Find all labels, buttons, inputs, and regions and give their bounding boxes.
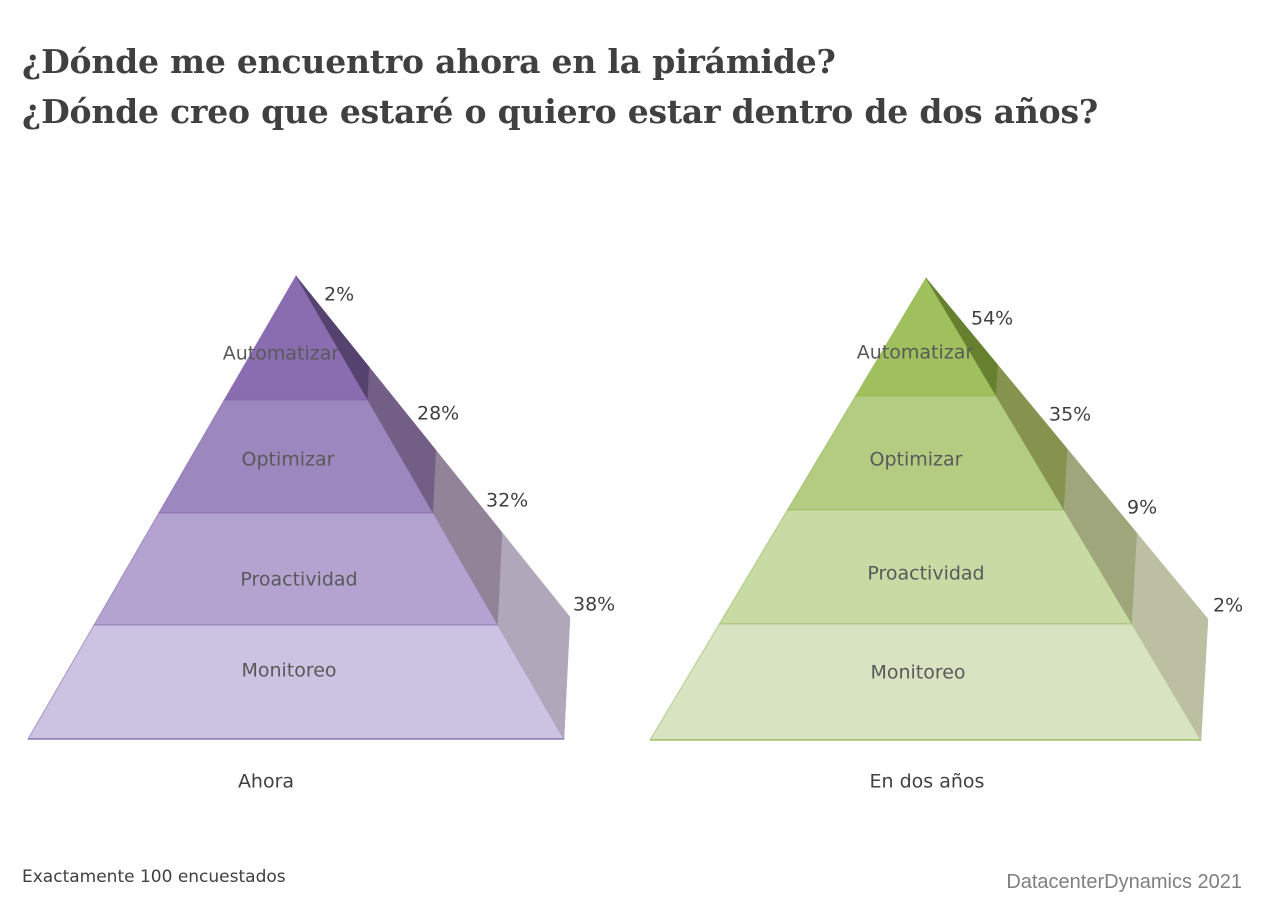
level-label-monitoreo: Monitoreo — [870, 662, 965, 684]
level-label-optimizar: Optimizar — [870, 449, 963, 471]
level-label-proactividad: Proactividad — [867, 563, 984, 585]
level-label-automatizar: Automatizar — [857, 342, 974, 364]
pyramid-chart-2: Automatizar Optimizar Proactividad Monitore… — [649, 277, 1243, 793]
source-credit: DatacenterDynamics 2021 — [1006, 871, 1242, 893]
value-label-automatizar: 54% — [971, 308, 1013, 330]
level-side-monitoreo — [1131, 532, 1209, 741]
chart-title-line-2: ¿Dónde creo que estaré o quiero estar de… — [22, 92, 1098, 131]
value-label-proactividad: 32% — [486, 490, 528, 512]
level-side-monitoreo — [497, 532, 571, 740]
pyramid-caption: Ahora — [238, 771, 294, 793]
value-label-proactividad: 9% — [1127, 497, 1157, 519]
pyramid-caption: En dos años — [870, 771, 985, 793]
value-label-optimizar: 35% — [1049, 404, 1091, 426]
value-label-automatizar: 2% — [324, 284, 354, 306]
respondents-footnote: Exactamente 100 encuestados — [22, 867, 286, 887]
value-label-monitoreo: 2% — [1213, 595, 1243, 617]
level-label-optimizar: Optimizar — [242, 449, 335, 471]
chart-title-line-1: ¿Dónde me encuentro ahora en la pirámide… — [22, 42, 836, 81]
level-label-proactividad: Proactividad — [240, 569, 357, 591]
level-label-monitoreo: Monitoreo — [241, 660, 336, 682]
level-front-monitoreo — [27, 624, 565, 740]
level-label-automatizar: Automatizar — [223, 343, 340, 365]
pyramid-chart-1: Automatizar Optimizar Proactividad Monitore… — [27, 275, 615, 793]
value-label-optimizar: 28% — [417, 403, 459, 425]
value-label-monitoreo: 38% — [573, 594, 615, 616]
